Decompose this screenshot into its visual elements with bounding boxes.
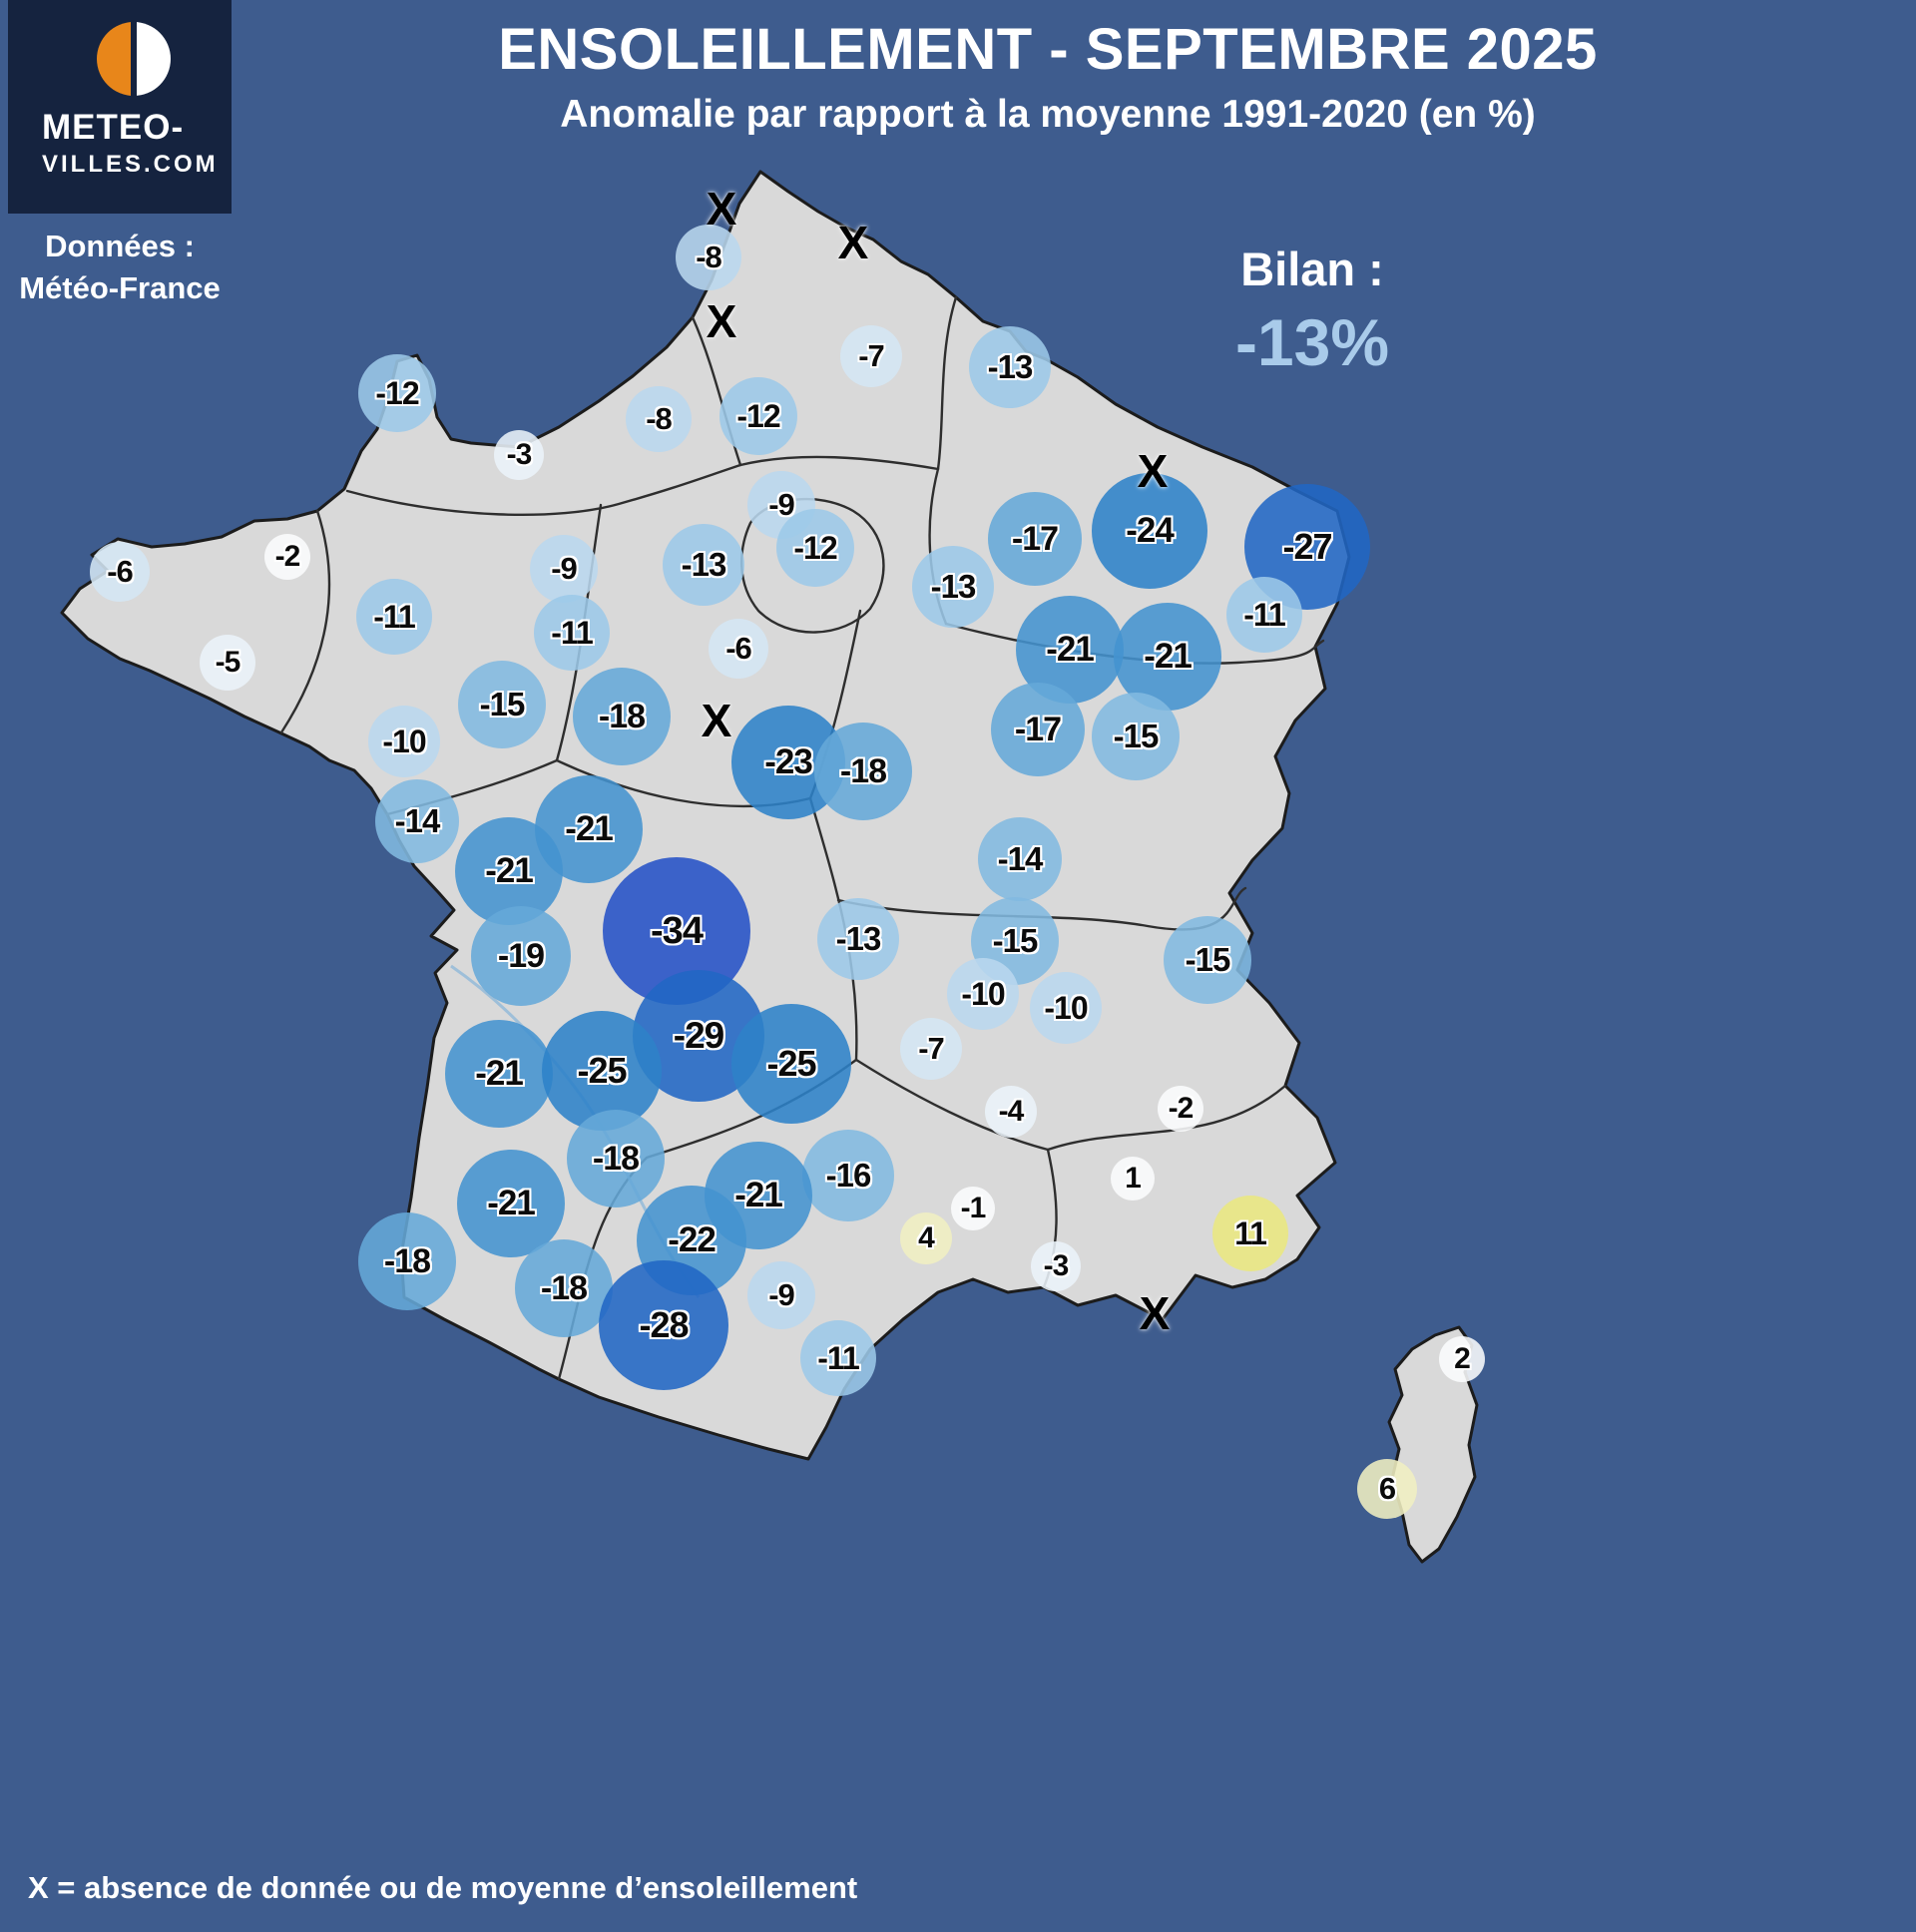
meteo-villes-logo: METEO- VILLES.COM <box>8 0 232 214</box>
page-title: ENSOLEILLEMENT - SEPTEMBRE 2025 <box>498 17 1598 82</box>
data-source-label: Données : <box>45 229 195 263</box>
bilan-label: Bilan : <box>1240 242 1384 295</box>
bilan-value: -13% <box>1234 305 1390 379</box>
logo-text-line1: METEO- <box>42 108 185 147</box>
data-source-credit: Données : Météo-France <box>8 226 232 309</box>
bilan-summary: Bilan : -13% <box>1168 242 1457 380</box>
corsica-shape <box>1387 1325 1479 1564</box>
france-mainland-shape <box>60 170 1351 1461</box>
meteo-villes-circle-icon <box>97 22 171 96</box>
page-subtitle: Anomalie par rapport à la moyenne 1991-2… <box>560 93 1536 136</box>
data-source-provider: Météo-France <box>19 269 221 305</box>
header: ENSOLEILLEMENT - SEPTEMBRE 2025 Anomalie… <box>0 16 1916 137</box>
footer-note: X = absence de donnée ou de moyenne d’en… <box>28 1870 858 1905</box>
logo-text-line2: VILLES.COM <box>42 151 219 178</box>
